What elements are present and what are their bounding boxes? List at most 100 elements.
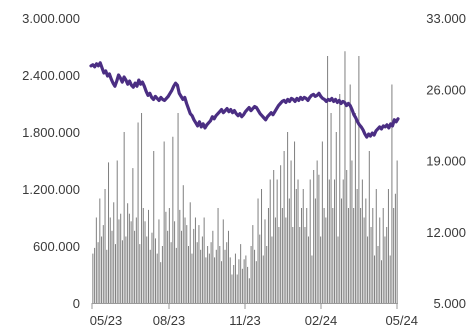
volume-bar: [167, 230, 169, 303]
volume-bar: [271, 236, 273, 303]
volume-bar: [224, 249, 226, 303]
volume-bar: [191, 253, 193, 303]
y-right-tick-label: 26.000: [426, 82, 466, 97]
x-tick-label: 05/23: [90, 313, 123, 328]
y-right-tick-label: 5.000: [433, 296, 466, 311]
volume-bar: [346, 170, 348, 303]
volume-bar: [250, 246, 252, 303]
volume-bar: [125, 236, 127, 303]
volume-bar: [274, 217, 276, 303]
volume-bar: [141, 113, 143, 303]
volume-bar: [108, 162, 110, 303]
volume-bar: [370, 227, 372, 303]
y-right-tick-label: 33.000: [426, 11, 466, 26]
volume-bar: [287, 132, 289, 303]
volume-bar: [375, 189, 377, 303]
volume-bar: [339, 94, 341, 303]
volume-bar: [154, 238, 156, 303]
volume-bar: [285, 217, 287, 303]
x-tick-label: 05/24: [385, 313, 418, 328]
volume-bar: [94, 247, 96, 303]
volume-bar: [189, 202, 191, 303]
volume-bar: [217, 208, 219, 303]
x-tick-label: 11/23: [229, 313, 261, 328]
volume-bar: [158, 219, 160, 303]
volume-bar: [304, 227, 306, 303]
volume-bar: [200, 249, 202, 303]
volume-bar: [391, 84, 393, 303]
volume-bar: [221, 261, 223, 303]
volume-bar: [264, 219, 266, 303]
volume-bar: [325, 217, 327, 303]
y-left-tick-label: 1.800.000: [22, 125, 80, 140]
volume-bar: [102, 225, 104, 303]
volume-bar: [372, 208, 374, 303]
volume-bar: [214, 257, 216, 303]
volume-bar: [243, 259, 245, 303]
volume-bar: [144, 221, 146, 303]
volume-bar: [114, 244, 116, 303]
volume-bar: [233, 265, 235, 303]
volume-bar: [360, 208, 362, 303]
volume-bar: [334, 179, 336, 303]
volume-bar: [149, 249, 151, 303]
volume-bar: [306, 208, 308, 303]
volume-bar: [184, 217, 186, 303]
volume-bar: [222, 219, 224, 303]
volume-bar: [208, 253, 210, 303]
volume-bar: [106, 249, 108, 303]
volume-bar: [290, 160, 292, 303]
volume-bar: [335, 132, 337, 303]
volume-bar: [387, 189, 389, 303]
volume-bar: [240, 244, 242, 303]
volume-bar: [174, 221, 176, 303]
volume-bar: [379, 217, 381, 303]
x-axis: [91, 303, 398, 309]
volume-bar: [288, 198, 290, 303]
volume-bar: [327, 56, 329, 303]
volume-bar: [201, 236, 203, 303]
volume-bar: [210, 242, 212, 303]
volume-bar: [328, 179, 330, 303]
volume-bar: [374, 255, 376, 303]
volume-bar: [294, 141, 296, 303]
volume-bar: [104, 189, 106, 303]
volume-bar: [95, 217, 97, 303]
volume-bar: [226, 242, 228, 303]
volume-bar: [301, 208, 303, 303]
volume-bar: [280, 165, 282, 303]
volume-bar: [358, 56, 360, 303]
volume-bar: [292, 227, 294, 303]
volume-bar: [111, 230, 113, 303]
volume-bar: [175, 247, 177, 303]
volume-bars: [92, 51, 398, 303]
volume-bar: [313, 170, 315, 303]
volume-bar: [302, 189, 304, 303]
volume-bar: [236, 274, 238, 303]
y-left-tick-label: 600.000: [33, 239, 80, 254]
x-tick-label: 08/23: [153, 313, 186, 328]
volume-bar: [394, 193, 396, 303]
volume-bar: [354, 113, 356, 303]
volume-bar: [266, 246, 268, 303]
volume-bar: [262, 255, 264, 303]
volume-bar: [207, 246, 209, 303]
volume-bar: [353, 208, 355, 303]
volume-bar: [295, 189, 297, 303]
volume-bar: [116, 160, 118, 303]
volume-bar: [276, 179, 278, 303]
volume-bar: [177, 113, 179, 303]
volume-bar: [382, 208, 384, 303]
y-left-tick-label: 2.400.000: [22, 68, 80, 83]
volume-bar: [342, 179, 344, 303]
volume-bar: [227, 230, 229, 303]
volume-bar: [337, 236, 339, 303]
volume-bar: [148, 209, 150, 303]
volume-bar: [259, 234, 261, 303]
volume-bar: [349, 84, 351, 303]
volume-bar: [389, 255, 391, 303]
volume-bar: [160, 262, 162, 303]
volume-bar: [186, 225, 188, 303]
volume-bar: [109, 217, 111, 303]
